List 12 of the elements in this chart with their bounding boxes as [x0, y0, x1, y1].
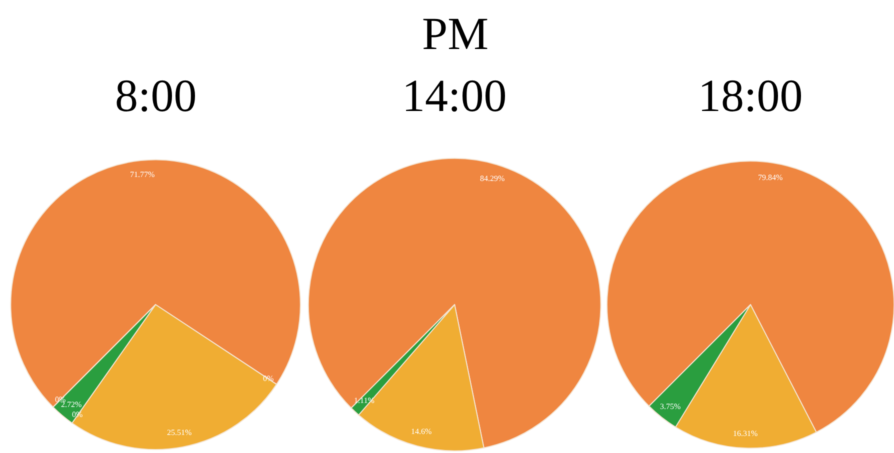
- data-label: 79.84%: [758, 173, 783, 182]
- data-label: 84.29%: [480, 174, 505, 183]
- data-label: 71.77%: [130, 170, 155, 179]
- pie-slice: [308, 158, 602, 448]
- chart-title: PM: [422, 8, 488, 59]
- chart-subtitle: 14:00: [402, 70, 507, 121]
- data-label: 16.31%: [733, 429, 758, 438]
- data-label: 3.75%: [660, 402, 681, 411]
- data-label: 14.6%: [411, 427, 432, 436]
- chart-title: 18:00: [698, 70, 803, 121]
- chart-title: 8:00: [115, 70, 197, 121]
- data-label: 25.51%: [167, 428, 192, 437]
